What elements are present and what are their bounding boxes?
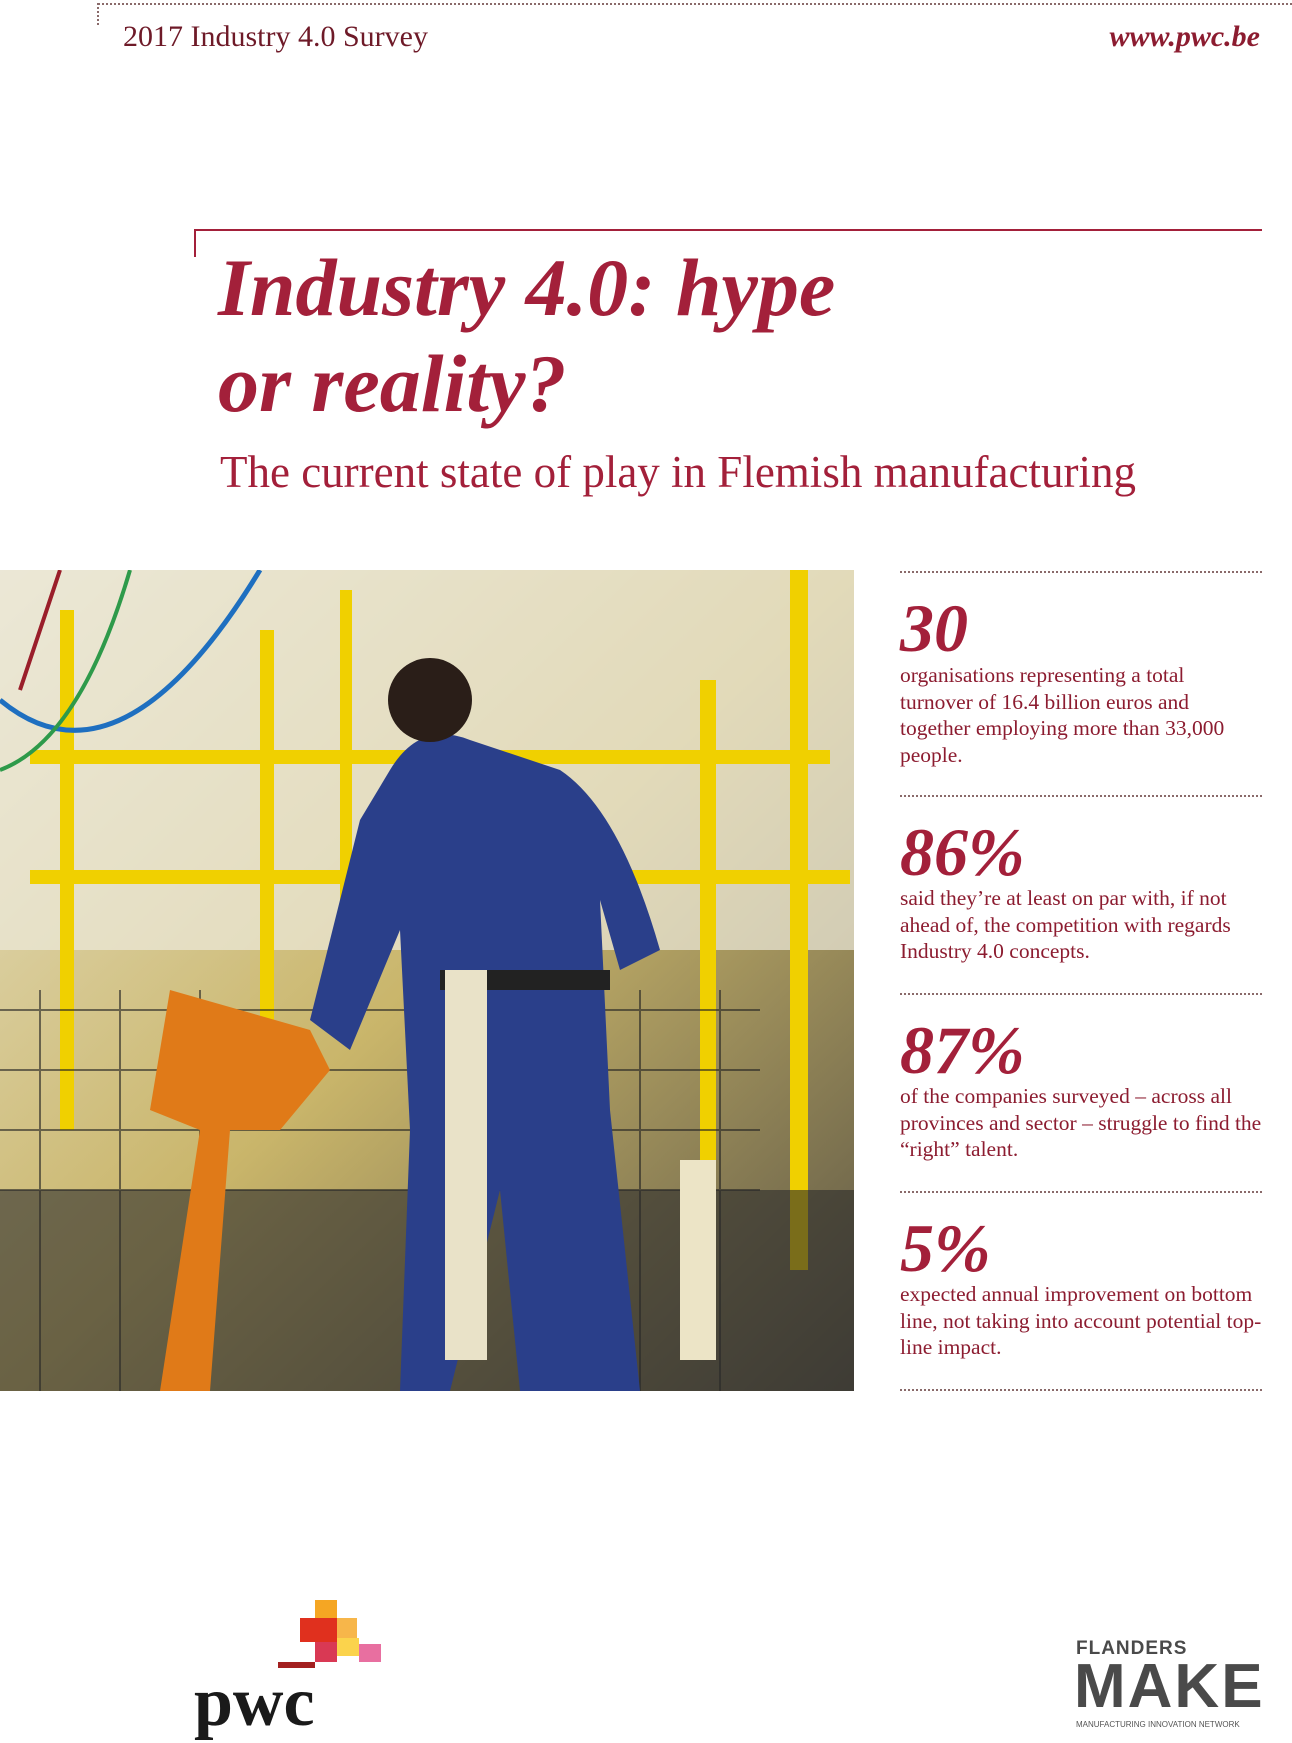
stat-figure: 5% — [900, 1210, 991, 1286]
stat-rule — [900, 1389, 1262, 1391]
title-line: or reality? — [218, 338, 567, 429]
title: Industry 4.0: hype or reality? — [218, 240, 835, 432]
tagline: MANUFACTURING INNOVATION NETWORK — [1076, 1720, 1240, 1729]
pwc-logo: pwc — [194, 1664, 315, 1741]
stat-figure: 30 — [900, 590, 968, 666]
stat-rule — [900, 1191, 1262, 1193]
title-tick — [194, 229, 196, 257]
subtitle: The current state of play in Flemish man… — [220, 447, 1136, 497]
stat-figure: 86% — [900, 814, 1025, 890]
title-rule — [194, 229, 1262, 231]
stat-rule — [900, 993, 1262, 995]
stat-text: organisations representing a total turno… — [900, 663, 1225, 767]
stat-text: of the companies surveyed – across all p… — [900, 1084, 1262, 1161]
stat-figure: 87% — [900, 1012, 1025, 1088]
stat-rule — [900, 571, 1262, 573]
top-tick — [97, 3, 99, 25]
stat-text: said they’re at least on par with, if no… — [900, 886, 1231, 963]
top-rule — [98, 3, 1292, 5]
flanders-label: FLANDERS — [1076, 1638, 1188, 1659]
make-label: MAKE — [1074, 1652, 1265, 1721]
stat-text: expected annual improvement on bottom li… — [900, 1282, 1262, 1359]
title-line: Industry 4.0: hype — [218, 242, 836, 333]
url: www.pwc.be — [1109, 20, 1260, 53]
photo — [0, 570, 854, 1391]
stat-rule — [900, 795, 1262, 797]
survey-label: 2017 Industry 4.0 Survey — [123, 20, 428, 53]
pwc-mark — [278, 1600, 381, 1668]
